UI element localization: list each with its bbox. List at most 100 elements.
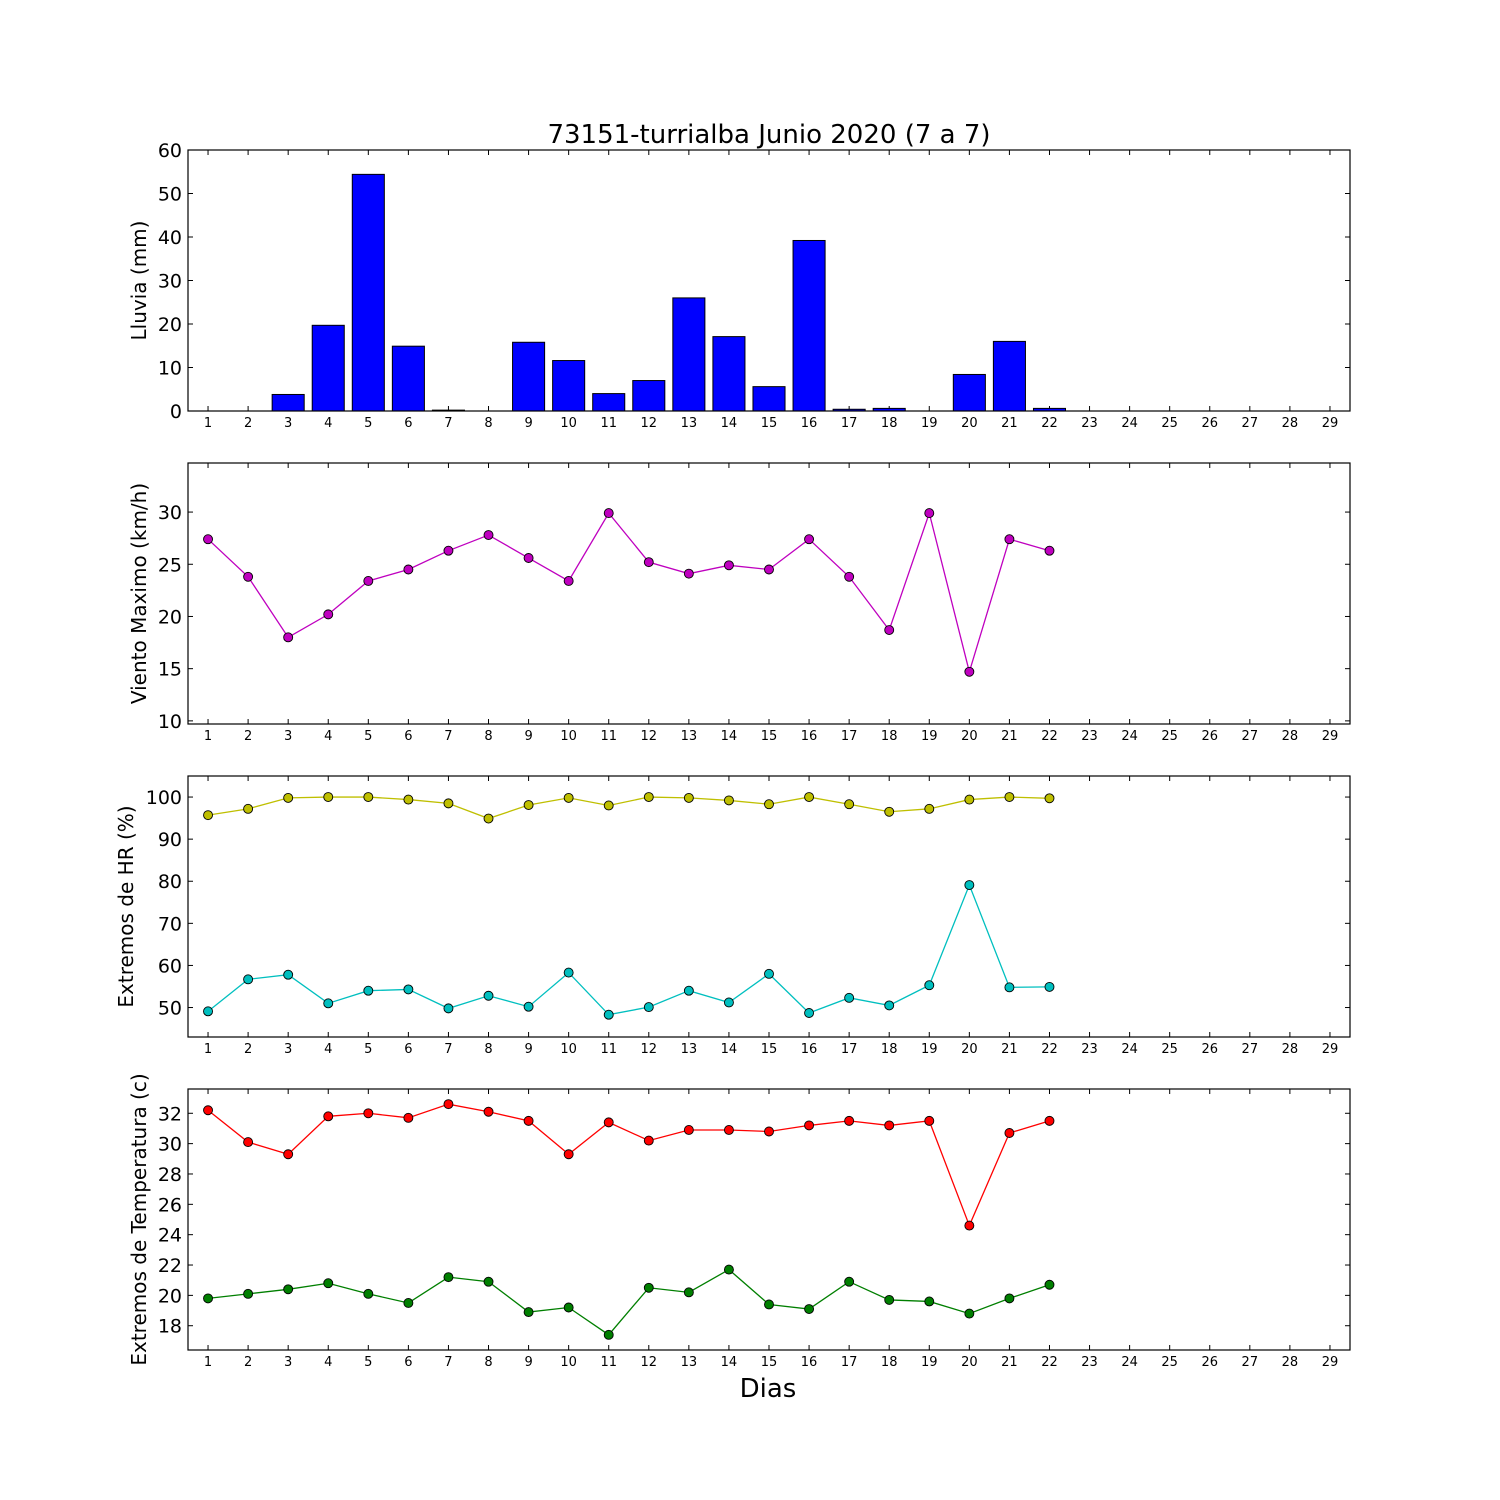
y-tick-label: 15 (158, 659, 182, 681)
rain-bar (311, 324, 345, 412)
x-tick-label: 6 (404, 729, 412, 744)
data-point (403, 564, 414, 575)
x-tick-label: 26 (1201, 729, 1218, 744)
data-point (243, 974, 254, 985)
y-tick-label: 22 (158, 1255, 182, 1277)
data-point (523, 553, 534, 563)
data-point (483, 1276, 494, 1287)
data-point (643, 1135, 654, 1146)
x-tick-label: 1 (204, 1355, 212, 1370)
x-tick-label: 1 (204, 729, 212, 744)
x-tick-label: 10 (560, 416, 577, 431)
x-tick-label: 25 (1161, 1355, 1178, 1370)
data-point (403, 984, 414, 995)
data-point (323, 609, 334, 620)
x-tick-label: 4 (324, 1042, 332, 1057)
rain-bar (712, 336, 746, 412)
y-tick-label: 28 (158, 1164, 182, 1186)
data-point (764, 564, 774, 575)
data-point (964, 880, 975, 890)
data-point (563, 576, 574, 586)
x-tick-label: 27 (1242, 416, 1259, 431)
x-tick-label: 17 (841, 1355, 858, 1370)
plot-frame (187, 775, 1351, 1038)
data-point (443, 798, 454, 809)
series-line-1 (207, 796, 1050, 820)
series-line-1 (207, 510, 1050, 675)
data-point (1004, 982, 1015, 993)
x-tick-label: 29 (1322, 729, 1339, 744)
x-tick-label: 21 (1001, 1042, 1018, 1057)
x-tick-label: 28 (1282, 416, 1299, 431)
data-point (683, 1125, 694, 1135)
x-tick-label: 20 (961, 1042, 978, 1057)
x-tick-label: 23 (1081, 729, 1098, 744)
chart-panel-4: 1 2 3 4 5 6 7 8 9 10 11 12 13 14 15 16 17 18 19 20 21 22 23 24 2… (127, 1073, 1351, 1370)
data-point (603, 508, 614, 519)
x-tick-label: 23 (1081, 1042, 1098, 1057)
x-tick-label: 15 (761, 1042, 778, 1057)
x-tick-label: 7 (444, 1355, 452, 1370)
x-tick-label: 1 (204, 1042, 212, 1057)
rain-bar (792, 239, 826, 412)
data-point (363, 985, 374, 996)
x-tick-label: 13 (681, 1042, 698, 1057)
y-tick-label: 20 (158, 1285, 182, 1307)
plot-frame (187, 462, 1351, 725)
plot-frame (187, 1088, 1351, 1351)
data-point (1044, 981, 1055, 992)
x-tick-label: 18 (881, 1355, 898, 1370)
data-point (243, 1137, 254, 1148)
data-point (483, 530, 494, 540)
data-point (683, 985, 694, 996)
x-tick-label: 25 (1161, 416, 1178, 431)
data-point (683, 1287, 694, 1298)
data-point (323, 792, 334, 802)
data-point (283, 1284, 294, 1295)
x-tick-label: 16 (801, 416, 818, 431)
x-tick-label: 17 (841, 729, 858, 744)
x-tick-label: 14 (721, 1355, 738, 1370)
y-tick-label: 32 (158, 1103, 182, 1125)
data-point (1044, 1115, 1055, 1126)
y-tick-label: 50 (158, 184, 182, 206)
data-point (924, 1115, 935, 1126)
x-tick-label: 17 (841, 416, 858, 431)
data-point (764, 1299, 774, 1310)
x-tick-label: 2 (244, 729, 252, 744)
data-point (804, 1008, 815, 1018)
data-point (723, 1125, 734, 1135)
x-tick-label: 22 (1041, 416, 1058, 431)
x-tick-label: 19 (921, 1042, 938, 1057)
y-tick-label: 10 (158, 358, 182, 380)
x-tick-label: 18 (881, 416, 898, 431)
x-tick-label: 9 (524, 1355, 532, 1370)
data-point (1004, 792, 1015, 802)
data-point (203, 534, 213, 545)
x-tick-label: 19 (921, 729, 938, 744)
x-tick-label: 26 (1201, 416, 1218, 431)
x-tick-label: 16 (801, 1355, 818, 1370)
data-point (483, 1106, 494, 1117)
series-line-2 (207, 1268, 1050, 1336)
x-tick-label: 7 (444, 1042, 452, 1057)
x-tick-label: 24 (1121, 1355, 1138, 1370)
x-tick-label: 17 (841, 1042, 858, 1057)
x-tick-label: 27 (1242, 729, 1259, 744)
data-point (403, 1112, 414, 1123)
x-tick-label: 15 (761, 1355, 778, 1370)
y-tick-label: 20 (158, 606, 182, 628)
y-tick-label: 60 (158, 140, 182, 162)
data-point (723, 795, 734, 806)
x-tick-label: 5 (364, 1042, 372, 1057)
data-point (764, 968, 774, 979)
y-tick-label: 30 (158, 1134, 182, 1156)
x-tick-label: 21 (1001, 1355, 1018, 1370)
y-axis-label: Extremos de HR (%) (114, 805, 138, 1007)
data-point (964, 794, 975, 805)
x-tick-label: 28 (1282, 729, 1299, 744)
x-tick-label: 11 (600, 416, 617, 431)
chart-panel-3: 1 2 3 4 5 6 7 8 9 10 11 12 13 14 15 16 17 18 19 20 21 22 23 24 2… (114, 775, 1351, 1057)
x-tick-label: 7 (444, 729, 452, 744)
data-point (804, 534, 815, 545)
